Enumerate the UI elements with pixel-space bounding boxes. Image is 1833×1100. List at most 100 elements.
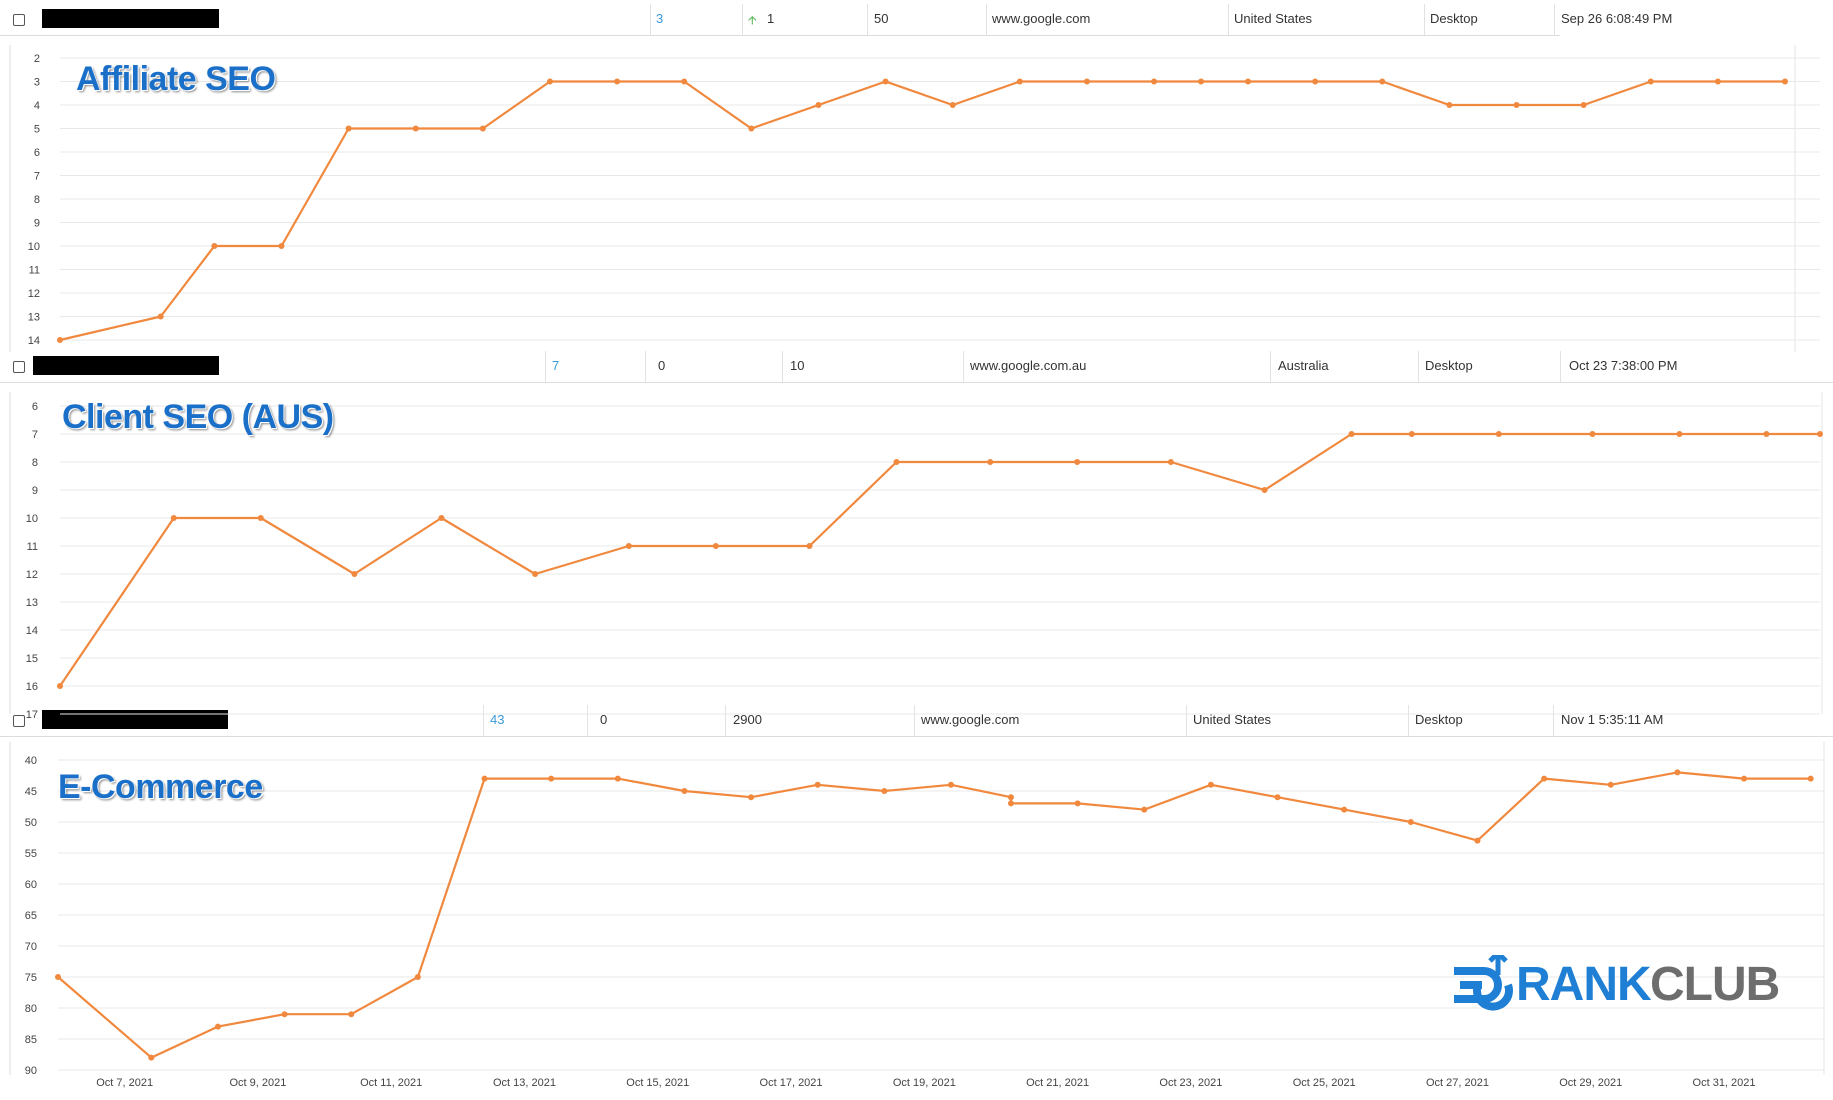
rank-change: 0 [600,712,608,727]
chart-0-data-point [1647,78,1654,85]
row-checkbox[interactable] [13,14,25,26]
chart-0-y-tick-label: 7 [34,171,40,183]
chart-2-data-point [681,788,688,794]
chart-0-data-point [278,243,285,249]
chart-2-data-point [1541,775,1548,782]
chart-1-data-point [893,459,900,465]
chart-1-data-point [532,571,539,577]
chart-0-y-tick-label: 2 [34,53,40,65]
device: Desktop [1430,11,1478,26]
chart-2-y-tick-label: 65 [25,910,37,922]
chart-2-y-tick-label: 80 [25,1003,37,1015]
search-volume: 2900 [733,712,762,727]
chart-0-y-tick-label: 3 [34,77,40,89]
chart-2-x-tick-label: Oct 31, 2021 [1693,1077,1756,1089]
chart-2-x-tick-label: Oct 9, 2021 [229,1077,286,1089]
rank-change: 1 [767,11,775,26]
chart-2-data-point [748,794,755,801]
chart-1-y-tick-label: 15 [26,653,38,665]
chart-1-data-point [1348,431,1355,437]
rank-value[interactable]: 3 [656,11,664,26]
chart-0-data-point [1245,78,1252,85]
chart-2-data-point [1474,837,1481,844]
chart-0-y-tick-label: 12 [28,288,40,300]
chart-1-data-point [1763,431,1770,437]
last-updated: Oct 23 7:38:00 PM [1569,358,1678,373]
chart-1-data-point [1074,459,1081,465]
country: Australia [1278,358,1329,373]
chart-2-x-tick-label: Oct 17, 2021 [760,1077,823,1089]
rankclub-mark-icon [1454,955,1513,1011]
chart-2-x-tick-label: Oct 25, 2021 [1293,1077,1356,1089]
chart-2-data-point [1407,819,1414,825]
rank-value[interactable]: 43 [490,712,505,727]
chart-0-y-tick-label: 14 [28,335,40,347]
chart-2-data-point [1141,806,1148,813]
chart-1-y-tick-label: 12 [26,569,38,581]
chart-title-client-seo: Client SEO (AUS) [62,398,334,436]
chart-0-data-point [815,102,822,108]
chart-1-y-tick-label: 14 [26,625,38,637]
chart-0-y-tick-label: 6 [34,147,40,159]
chart-1-data-point [806,543,813,549]
last-updated: Sep 26 6:08:49 PM [1561,11,1673,26]
chart-0-data-point [1513,102,1520,108]
chart-0-data-point [479,125,486,132]
chart-1-data-point [351,571,358,577]
chart-2-data-point [55,974,61,980]
chart-2-data-point [947,781,954,788]
chart-2-x-tick-label: Oct 23, 2021 [1159,1077,1222,1089]
chart-0-data-point [1379,78,1386,85]
chart-0-data-point [1714,78,1721,85]
chart-2-data-point [1074,800,1081,807]
chart-1-y-tick-label: 10 [26,513,38,525]
chart-2-y-tick-label: 45 [25,786,37,798]
chart-0-data-point [1580,102,1587,108]
keyword-row-1: 3 🡩 1 50 www.google.com United States De… [0,4,1672,36]
chart-2-x-tick-label: Oct 29, 2021 [1559,1077,1622,1089]
chart-0-y-tick-label: 11 [29,265,40,277]
chart-2-data-point [414,974,421,980]
device: Desktop [1425,358,1473,373]
chart-0-data-point [949,102,956,108]
chart-0-data-point [681,78,688,85]
chart-1-y-tick-label: 11 [27,541,38,553]
chart-2-data-point [1007,794,1014,801]
logo-text-rank: RANK [1516,958,1652,1011]
chart-0-y-tick-label: 10 [28,241,40,253]
row-checkbox[interactable] [13,361,25,373]
chart-0-data-point [57,337,63,343]
chart-2-data-point [1674,769,1681,776]
chart-2-x-tick-label: Oct 13, 2021 [493,1077,556,1089]
chart-2-data-point [214,1023,221,1030]
chart-1-data-point [1589,431,1596,437]
chart-0-y-tick-label: 5 [34,124,40,136]
chart-2-data-point [881,788,888,794]
chart-0-data-point [1016,78,1023,85]
chart-1-data-point [170,515,177,521]
keyword-row-3: 43 0 2900 www.google.com United States D… [0,705,1833,737]
chart-2-y-tick-label: 40 [25,755,37,767]
chart-0-data-point [614,78,621,85]
chart-1-data-point [257,515,264,521]
logo-text-club: CLUB [1650,958,1780,1011]
chart-1-data-point [438,515,445,521]
chart-2-x-tick-label: Oct 7, 2021 [96,1077,153,1089]
keyword-row-2: 7 0 10 www.google.com.au Australia Deskt… [0,351,1833,383]
rank-value[interactable]: 7 [552,358,560,373]
chart-2-y-tick-label: 75 [25,972,37,984]
chart-1-y-tick-label: 9 [32,485,38,497]
chart-0-data-point [1312,78,1319,85]
chart-2-data-point [481,775,488,782]
country: United States [1234,11,1313,26]
row-checkbox[interactable] [13,715,25,727]
chart-2-data-point [1741,775,1748,782]
chart-1-y-tick-label: 8 [32,457,38,469]
chart-0-data-point [1198,78,1205,85]
chart-2-y-tick-label: 70 [25,941,37,953]
search-engine: www.google.com.au [970,358,1087,373]
chart-1-y-tick-label: 13 [26,597,38,609]
chart-2-y-tick-label: 55 [25,848,37,860]
chart-0-series-line [59,80,1785,342]
chart-1-data-point [1676,431,1683,437]
